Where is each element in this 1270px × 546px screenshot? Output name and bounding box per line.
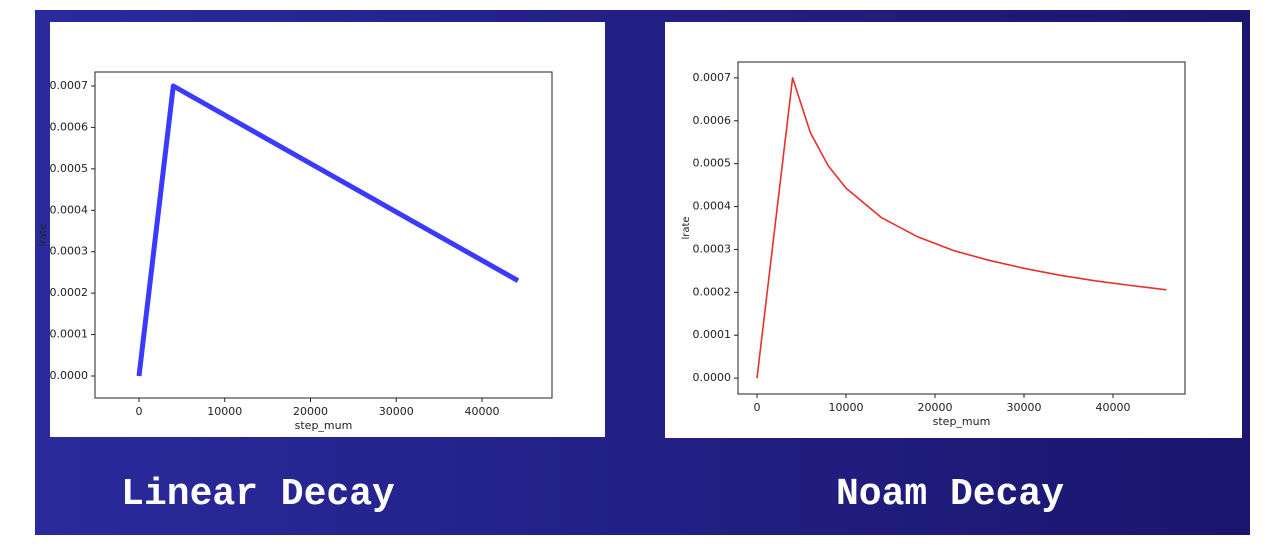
plot-frame xyxy=(737,61,1186,395)
x-axis-label: step_mum xyxy=(933,415,991,428)
caption: Noam Decay xyxy=(836,473,1064,516)
x-tick-label: 0 xyxy=(754,401,761,414)
y-tick-label: 0.0007 xyxy=(50,79,89,92)
y-tick-label: 0.0005 xyxy=(50,162,89,175)
y-axis-label: lrate xyxy=(681,216,692,239)
x-tick-label: 20000 xyxy=(918,401,953,414)
plot-frame xyxy=(94,71,553,399)
x-axis-label: step_mum xyxy=(295,419,353,432)
y-tick-label: 0.0004 xyxy=(50,203,89,216)
y-tick-label: 0.0001 xyxy=(50,328,89,341)
y-tick-label: 0.0007 xyxy=(693,71,732,84)
chart-image xyxy=(50,22,605,437)
x-tick-label: 30000 xyxy=(1006,401,1041,414)
y-tick-label: 0.0000 xyxy=(693,371,732,384)
x-tick-label: 30000 xyxy=(379,405,414,418)
y-tick-label: 0.0004 xyxy=(693,200,732,213)
x-tick-label: 40000 xyxy=(1095,401,1130,414)
y-axis-label: lrate xyxy=(38,223,49,246)
x-tick-label: 10000 xyxy=(829,401,864,414)
x-tick-label: 0 xyxy=(135,405,142,418)
y-tick-label: 0.0003 xyxy=(50,245,89,258)
data-line xyxy=(136,83,520,377)
y-tick-label: 0.0002 xyxy=(693,285,732,298)
y-tick-label: 0.0001 xyxy=(693,328,732,341)
x-tick-label: 20000 xyxy=(293,405,328,418)
data-line xyxy=(756,77,1167,379)
chart-image xyxy=(665,22,1242,438)
y-tick-label: 0.0002 xyxy=(50,286,89,299)
y-tick-label: 0.0006 xyxy=(693,114,732,127)
x-tick-label: 10000 xyxy=(207,405,242,418)
x-tick-label: 40000 xyxy=(465,405,500,418)
y-tick-label: 0.0006 xyxy=(50,120,89,133)
y-tick-label: 0.0000 xyxy=(50,369,89,382)
caption: Linear Decay xyxy=(121,473,395,516)
y-tick-label: 0.0003 xyxy=(693,242,732,255)
y-tick-label: 0.0005 xyxy=(693,157,732,170)
